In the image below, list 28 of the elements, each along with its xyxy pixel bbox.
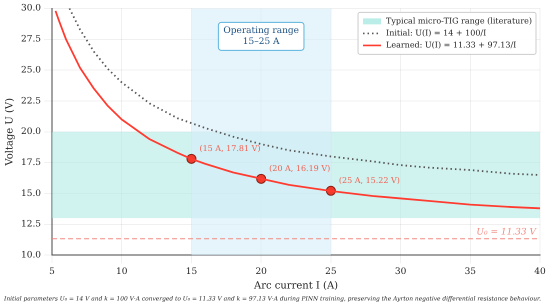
y-tick-label: 17.5 [20,158,42,168]
y-tick-label: 15.0 [20,188,42,199]
data-label: (15 A, 17.81 V) [199,144,261,153]
y-tick-label: 27.5 [20,34,42,45]
y-tick-label: 22.5 [20,96,42,106]
x-tick-label: 35 [464,266,476,277]
x-tick-label: 30 [394,266,407,277]
y-tick-label: 25.0 [20,65,42,76]
y-tick-label: 12.5 [20,220,42,230]
x-tick-label: 15 [186,266,198,277]
y-tick-label: 10.0 [20,250,42,261]
legend-label: Learned: U(I) = 11.33 + 97.13/I [386,40,516,50]
y-tick-label: 20.0 [20,127,42,138]
data-label: (20 A, 16.19 V) [269,164,330,173]
y-tick-label: 30.0 [20,4,42,14]
band-label: Operating range 15–25 A [223,26,299,48]
x-tick-label: 5 [49,266,56,277]
x-tick-label: 20 [255,266,268,277]
legend-label: Typical micro-TIG range (literature) [386,16,532,26]
x-tick-label: 25 [325,266,337,277]
x-tick-label: 10 [116,266,128,277]
line-series [68,8,540,176]
x-axis-title: Arc current I (A) [252,280,338,292]
data-label: (25 A, 15.22 V) [338,176,400,185]
ref-line-label: U₀ = 11.33 V [476,228,538,238]
y-axis-title: Voltage U (V) [4,98,16,167]
legend-label: Initial: U(I) = 14 + 100/I [386,28,486,38]
x-tick-label: 40 [534,266,546,277]
